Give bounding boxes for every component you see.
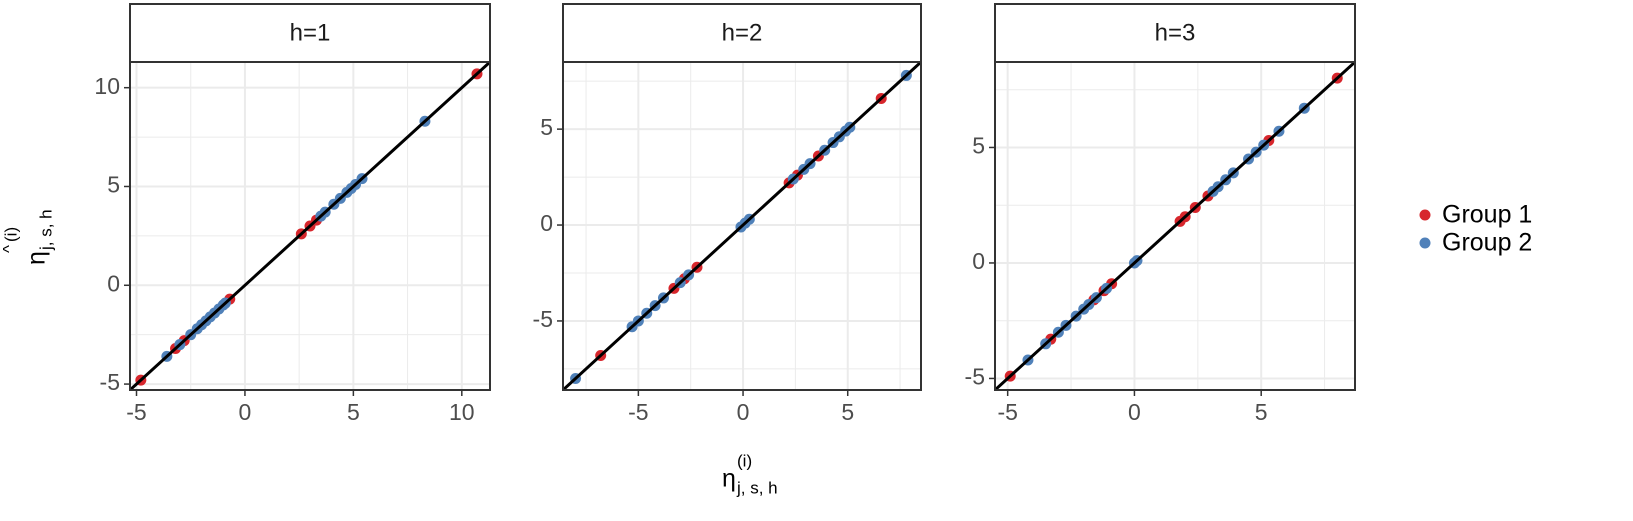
x-tick-label: -5	[997, 399, 1017, 425]
y-tick-label: 5	[972, 133, 985, 159]
strip-title: h=2	[722, 19, 763, 46]
y-tick-label: 0	[972, 248, 985, 274]
points	[995, 62, 1355, 390]
y-tick-label: 0	[107, 270, 120, 296]
panel: -5 0 5 10 -5 0 5 10 h=1	[94, 3, 491, 425]
strip	[562, 3, 922, 63]
y-title-symbol: η	[23, 251, 51, 265]
y-tick-label: -5	[533, 306, 553, 332]
y-title-superscript: (i)	[1, 227, 20, 242]
x-title-subscript: j, s, h	[736, 478, 778, 497]
legend-marker	[1419, 237, 1431, 249]
legend-label: Group 2	[1442, 229, 1532, 257]
x-tick-label: 5	[1255, 399, 1268, 425]
x-tick-label: 5	[841, 399, 854, 425]
x-tick-label: 5	[347, 399, 360, 425]
identity-line	[563, 62, 921, 390]
x-title-symbol: η	[722, 465, 736, 493]
y-axis-title: η ^ (i) j, s, h	[0, 209, 55, 265]
strip-title: h=3	[1155, 19, 1196, 46]
y-tick-label: -5	[965, 364, 985, 390]
x-tick-label: 0	[239, 399, 252, 425]
y-tick-label: 10	[94, 73, 120, 99]
legend-label: Group 1	[1442, 201, 1532, 229]
x-tick-label: -5	[126, 399, 146, 425]
x-title-superscript: (i)	[737, 451, 752, 470]
panel: -5 0 5 -5 0 5 h=2	[533, 3, 922, 425]
y-tick-label: -5	[100, 369, 120, 395]
x-tick-label: 10	[449, 399, 475, 425]
strip	[994, 3, 1356, 63]
points	[563, 62, 921, 390]
y-tick-label: 0	[540, 210, 553, 236]
y-tick-label: 5	[107, 172, 120, 198]
identity-line	[130, 62, 490, 390]
identity-line	[995, 62, 1355, 390]
x-tick-label: 0	[737, 399, 750, 425]
y-title-accent: ^	[0, 245, 18, 253]
y-tick-label: 5	[540, 114, 553, 140]
x-axis-title: η (i) j, s, h	[722, 451, 778, 497]
x-tick-label: -5	[628, 399, 648, 425]
strip	[129, 3, 491, 63]
points	[130, 62, 490, 390]
panel: -5 0 5 -5 0 5 h=3	[965, 3, 1356, 425]
y-title-subscript: j, s, h	[36, 209, 55, 251]
x-tick-label: 0	[1128, 399, 1141, 425]
legend-marker	[1419, 209, 1431, 221]
strip-title: h=1	[290, 19, 331, 46]
